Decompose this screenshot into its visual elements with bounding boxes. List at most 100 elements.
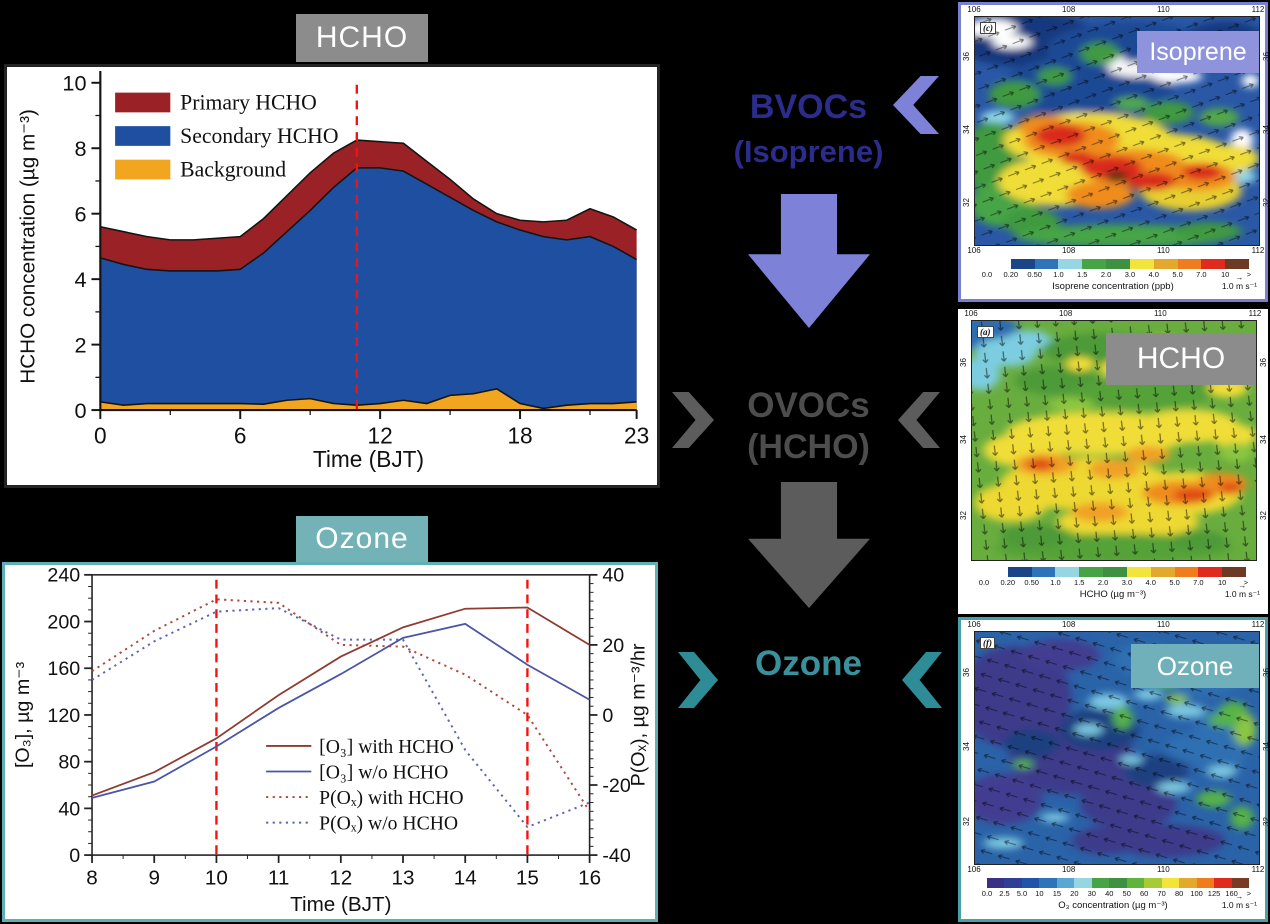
colorbar-cell [1091,878,1110,888]
colorbar-tick-label: 2.0 [1097,578,1109,587]
map-side-label: 34 [1261,742,1270,752]
decorative-element: 1.0 m s⁻¹ [1221,900,1257,910]
chart-text: HCHO concentration (µg m⁻³) [16,109,39,384]
colorbar-tick-label: 30 [1087,889,1096,898]
chart-text: -40 [602,845,630,867]
map-side-label: 36 [1261,52,1270,62]
map-top-label: 112 [1251,620,1265,629]
hcho-chart-title-chip: HCHO [296,14,428,62]
map-top-label: 108 [1061,5,1076,14]
colorbar-cell [1109,878,1127,888]
flow-ozone-label: Ozone [755,644,862,683]
map-side-label: 34 [961,125,971,135]
colorbar-cell [1196,878,1215,888]
colorbar-cell [987,878,1005,888]
wind-scale-label: → 1.0 m s⁻¹ [1221,893,1257,911]
colorbar-caption: Isoprene concentration (ppb) [1052,281,1174,292]
map-top-label: 110 [1153,309,1167,318]
colorbar-cell [1153,259,1178,269]
colorbar-tick-label: 7.0 [1193,578,1204,587]
map-title-badge: HCHO [1106,333,1256,385]
colorbar-tick-label: 3.0 [1124,270,1136,279]
colorbar-tick-label: 70 [1157,889,1166,898]
map-image: (f) Ozone [974,631,1260,865]
colorbar-cell [1198,567,1223,577]
chart-text: 23 [624,423,649,449]
colorbar-tick-label: 2.5 [999,889,1010,898]
map-top-label: 112 [1251,5,1265,14]
decorative-element [115,92,171,113]
colorbar [984,567,1246,577]
chart-text: [O₃], µg m⁻³ [12,661,34,768]
chart-text: P(Oₓ) with HCHO [319,787,463,809]
map-top-label: 108 [1058,309,1073,318]
decorative-element [115,126,171,146]
flow-bvocs-sub-label: (Isoprene) [733,134,884,169]
colorbar-cell [1201,259,1226,269]
colorbar-cell [1079,567,1104,577]
chart-text: 10 [62,71,86,96]
wind-scale-label: → 1.0 m s⁻¹ [1222,274,1257,292]
map-panel-letter: (c) [980,22,996,34]
ozone-chart-title-chip: Ozone [296,516,428,562]
colorbar-tick-label: 10 [1221,270,1230,279]
chart-text: 11 [268,867,289,890]
colorbar-tick-label: 50 [1122,889,1131,898]
colorbar-cell [1074,878,1092,888]
chart-text: P(Oₓ), µg m⁻³/hr [628,643,650,786]
colorbar-cell [1056,878,1075,888]
colorbar [987,878,1250,888]
colorbar-cell [984,567,1008,577]
decorative-element [115,159,171,180]
chart-text: [O₃] with HCHO [319,736,454,758]
chart-text: 16 [578,867,601,890]
colorbar-tick-label: 80 [1174,889,1184,898]
colorbar-tick-label: 10 [1035,889,1044,898]
colorbar-tick-label: 160 [1225,889,1238,898]
colorbar-tick-label: 1.0 [1053,270,1064,279]
map-side-label: 34 [958,434,968,444]
colorbar-cell [1225,259,1249,269]
colorbar-cell [1214,878,1232,888]
decorative-element [100,388,637,411]
colorbar-tick-label: 125 [1207,889,1221,898]
map-image: (a) HCHO [971,320,1257,561]
colorbar-tick-label: 40 [1105,889,1114,898]
map-side-label: 36 [1261,668,1270,678]
colorbar-tick-label: 0.20 [1000,578,1016,587]
colorbar-tick-label: 0.50 [1024,578,1039,587]
hcho-chart-svg: 0 2 4 6 8 10 0 6 12 18 23 Primary HCHO Secondary HCH… [16,71,649,473]
map-side-label: 36 [961,52,971,62]
colorbar-cell [1161,878,1180,888]
chart-text: Primary HCHO [180,90,317,114]
map-bottom-label: 108 [1061,865,1076,874]
chart-text: 120 [47,705,80,727]
arrow-down-icon [748,482,870,608]
chart-text: 9 [148,867,159,890]
arrow-down-icon [748,194,870,328]
colorbar-cell [1177,259,1202,269]
colorbar-tick-label: 60 [1140,889,1149,898]
colorbar-cell [1106,259,1130,269]
chart-text: -20 [602,775,630,797]
map-panel-isoprene: 106 108 110 112 (c) Isoprene 36 36 34 34 32 32 106 10… [958,2,1270,302]
map-top-label: 110 [1156,5,1170,14]
map-panel-hcho: 106 108 110 112 (a) HCHO 36 36 34 34 32 32 0.0 0.20 0.… [958,309,1268,614]
hcho-chart-panel: 0 2 4 6 8 10 0 6 12 18 23 Primary HCHO Secondary HCH… [4,64,660,488]
decorative-element [91,622,591,799]
map-top-label: 106 [967,620,981,629]
chart-text: 0 [94,423,107,449]
chart-text: 200 [47,611,80,633]
map-bottom-label: 106 [967,246,981,255]
ozone-chart-panel: 0 40 80 120 160 200 240 -40 -20 0 20 40 8 9 10 11 12 13 14… [2,562,658,922]
map-side-label: 32 [1258,511,1268,521]
colorbar-tick-labels: 0.0 2.5 5.0 10 15 20 30 40 50 60 70 80 100 125 160 > [982,889,1251,899]
chart-text: 40 [602,565,624,587]
colorbar-tick-label: 5.0 [1172,270,1183,279]
flow-ovocs-label: OVOCs [747,386,870,425]
map-top-label: 112 [1248,309,1262,318]
colorbar-tick-label: 3.0 [1121,578,1133,587]
map-panel-ozone: 106 108 110 112 (f) Ozone 36 36 34 34 32 32 106 108 11… [958,617,1270,922]
chart-text: 13 [392,867,415,890]
decorative-element [100,167,637,411]
